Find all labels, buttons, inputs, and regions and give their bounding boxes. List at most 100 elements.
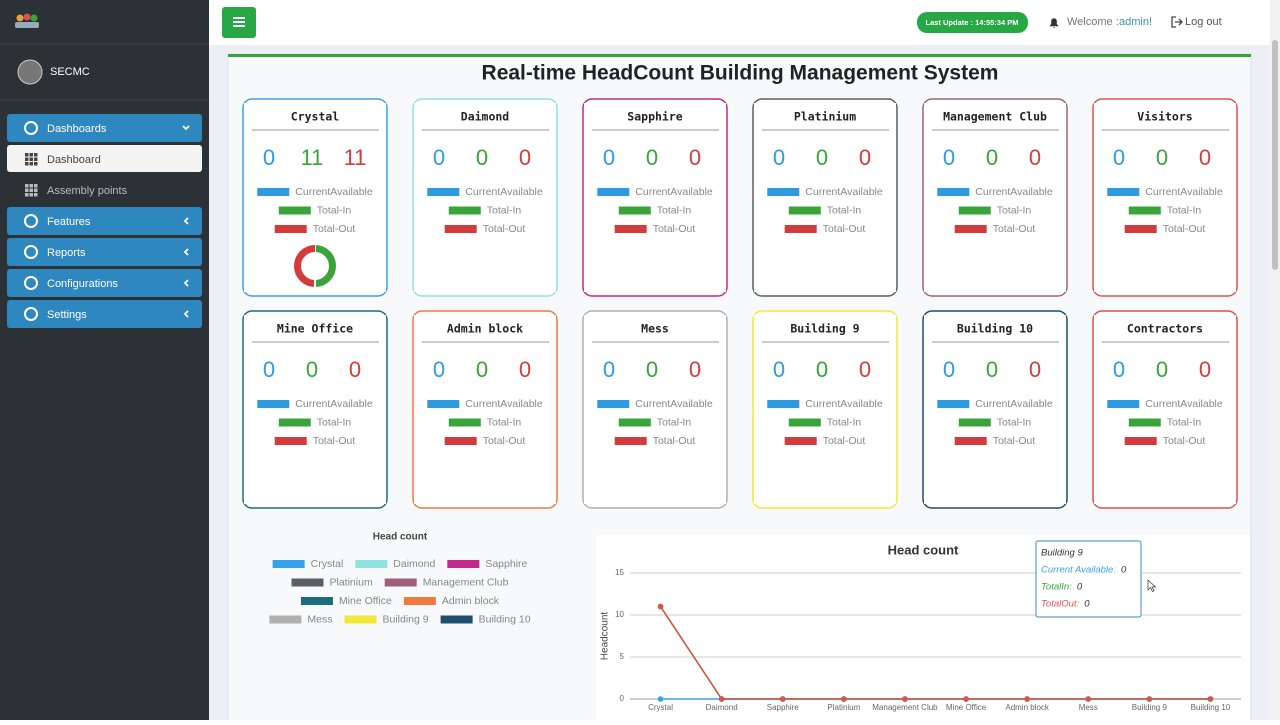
- menu-icon: [24, 121, 38, 135]
- legend-swatch: [448, 206, 481, 215]
- building-card: Admin block 0 0 0 CurrentAvailable Total-In To…: [412, 310, 558, 509]
- legend-label: Total-Out: [1163, 223, 1206, 235]
- legend-swatch: [614, 437, 647, 445]
- legend-label: Total-In: [487, 204, 522, 216]
- count-total-in: 0: [816, 357, 828, 382]
- count-current: 0: [603, 357, 615, 382]
- scrollbar[interactable]: [1270, 0, 1280, 720]
- legend-label: Total-Out: [993, 435, 1036, 447]
- legend-swatch: [440, 615, 473, 624]
- building-card: Building 10 0 0 0 CurrentAvailable Total-In To…: [922, 310, 1068, 509]
- menu-item[interactable]: Configurations: [7, 269, 202, 297]
- x-tick-label: Sapphire: [767, 703, 800, 712]
- count-total-out: 0: [1199, 145, 1211, 170]
- legend-swatch: [784, 225, 817, 233]
- welcome-user[interactable]: admin!: [1119, 16, 1152, 28]
- legend-swatch: [447, 560, 480, 568]
- legend-label: Total-Out: [653, 435, 696, 447]
- menu-item[interactable]: Reports: [7, 238, 202, 266]
- cards: Crystal 0 11 11 CurrentAvailable Total-In Tota…: [242, 98, 1238, 509]
- chevron: [183, 248, 189, 256]
- count-total-in: 11: [301, 145, 324, 170]
- y-tick-label: 5: [620, 652, 625, 661]
- point: [902, 696, 908, 702]
- legend-label: Building 10: [479, 613, 531, 625]
- menu-item[interactable]: Settings: [7, 300, 202, 328]
- legend-label: CurrentAvailable: [805, 186, 883, 198]
- legend-label: Total-Out: [653, 223, 696, 235]
- chart-title: Head count: [373, 532, 428, 543]
- logout-icon[interactable]: [1171, 16, 1183, 28]
- menu-toggle[interactable]: [222, 7, 256, 38]
- menu-label: Configurations: [47, 278, 118, 290]
- card-title: Mine Office: [277, 322, 353, 336]
- point: [657, 603, 664, 610]
- point: [657, 696, 664, 702]
- line-chart-area: [596, 535, 1250, 720]
- legend-swatch: [403, 597, 436, 605]
- menu-item-bg: [7, 145, 202, 172]
- bell-icon[interactable]: [1049, 18, 1059, 28]
- sidebar: [0, 0, 209, 720]
- card-side: [244, 315, 386, 504]
- tooltip-value: 0: [1077, 582, 1083, 593]
- legend-label: Total-In: [487, 416, 522, 428]
- card-side: [414, 315, 556, 504]
- count-current: 0: [1113, 357, 1125, 382]
- point: [1085, 696, 1092, 702]
- menu-icon: [25, 153, 29, 157]
- legend-swatch: [257, 188, 290, 196]
- menu-item[interactable]: Dashboards: [7, 114, 202, 142]
- count-total-in: 0: [986, 145, 998, 170]
- legend-label: Total-In: [827, 416, 862, 428]
- card-side: [924, 315, 1066, 504]
- legend-swatch: [274, 225, 307, 233]
- line-chart: Head count Headcount 0 5 10 15 Crystal Daimond S…: [600, 540, 1241, 712]
- tooltip-label: Current Available:: [1041, 565, 1116, 576]
- series-line: [659, 606, 1211, 700]
- legend-swatch: [788, 418, 821, 427]
- legend-swatch: [291, 578, 324, 587]
- avatar: [17, 59, 43, 85]
- legend-swatch: [597, 400, 630, 408]
- count-total-out: 0: [859, 145, 871, 170]
- legend-label: Daimond: [393, 558, 435, 570]
- count-total-out: 0: [689, 145, 701, 170]
- legend-label: Mess: [307, 613, 332, 625]
- donut-slice: [314, 245, 336, 287]
- menu-item[interactable]: Features: [7, 207, 202, 235]
- count-total-in: 0: [646, 357, 658, 382]
- card-title: Mess: [641, 322, 669, 336]
- logout[interactable]: Log out: [1185, 16, 1222, 28]
- legend-swatch: [1124, 437, 1157, 445]
- building-card: Mine Office 0 0 0 CurrentAvailable Total-In To…: [242, 310, 388, 509]
- legend-label: CurrentAvailable: [635, 398, 713, 410]
- menu-icon: [29, 184, 33, 188]
- chevron: [182, 125, 190, 131]
- legend-swatch: [269, 615, 302, 624]
- menu-icon: [34, 188, 38, 192]
- count-total-in: 0: [476, 357, 488, 382]
- x-tick-label: Building 9: [1132, 703, 1168, 712]
- count-current: 0: [433, 145, 445, 170]
- y-tick-label: 0: [620, 694, 625, 703]
- menu-item[interactable]: Assembly points: [25, 184, 128, 197]
- count-current: 0: [773, 145, 785, 170]
- legend-swatch: [444, 437, 477, 445]
- count-current: 0: [263, 357, 275, 382]
- legend-label: Total-In: [657, 416, 692, 428]
- menu-icon: [29, 188, 33, 192]
- menu-icon: [25, 157, 29, 161]
- count-total-in: 0: [1156, 145, 1168, 170]
- legend-swatch: [448, 418, 481, 427]
- menu-icon: [34, 184, 38, 188]
- legend-swatch: [278, 206, 311, 215]
- scroll-thumb[interactable]: [1272, 40, 1278, 270]
- menu-item[interactable]: Dashboard: [7, 145, 202, 172]
- menu-icon: [25, 184, 29, 188]
- tooltip-value: 0: [1121, 565, 1127, 576]
- legend-label: Total-In: [657, 204, 692, 216]
- legend-swatch: [937, 400, 970, 408]
- menu-label: Reports: [47, 247, 86, 259]
